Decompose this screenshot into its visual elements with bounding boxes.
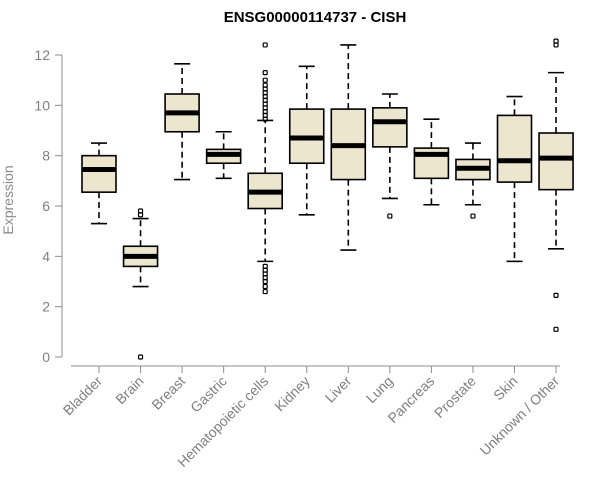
outlier-point [262, 283, 268, 290]
box-skin [496, 95, 533, 263]
box-hematopoietic-cells [247, 42, 283, 295]
box-iqr [496, 114, 533, 183]
x-tick-label: Brain [112, 373, 146, 407]
y-tick-label: 10 [34, 97, 50, 113]
x-tick-label: Bladder [60, 373, 106, 419]
outlier-point [262, 288, 268, 295]
y-tick-label: 6 [42, 198, 50, 214]
x-tick-label: Skin [490, 373, 521, 404]
y-tick-label: 12 [34, 47, 50, 63]
outlier-point [262, 70, 268, 76]
outlier-point [137, 208, 144, 214]
outlier-point [553, 326, 559, 332]
y-tick-label: 4 [42, 248, 50, 264]
box-gastric [205, 130, 242, 180]
box-breast [164, 63, 200, 181]
y-axis-label: Expression [0, 165, 16, 234]
x-tick-label: Lung [363, 373, 396, 406]
outlier-point [387, 213, 393, 219]
box-prostate [455, 142, 491, 219]
boxes-group [81, 38, 574, 360]
box-iqr [372, 107, 408, 148]
box-iqr [538, 132, 574, 191]
outlier-point [262, 82, 268, 88]
outlier-point [262, 77, 268, 83]
x-tick-label: Liver [322, 373, 355, 406]
y-axis-ticks: 0 2 4 6 8 10 12 [34, 47, 62, 365]
outlier-point [262, 42, 268, 48]
box-iqr [81, 154, 117, 193]
box-kidney [288, 65, 325, 216]
box-liver [330, 44, 367, 251]
chart-title: ENSG00000114737 - CISH [224, 9, 407, 26]
box-brain [122, 208, 159, 360]
outlier-point [137, 354, 144, 360]
x-tick-label: Prostate [431, 373, 479, 421]
outlier-point [262, 263, 268, 269]
x-tick-label: Unknown / Other [477, 373, 563, 459]
outlier-point [553, 292, 559, 298]
outlier-point [553, 38, 559, 44]
x-tick-label: Breast [148, 373, 188, 413]
y-tick-label: 8 [42, 148, 50, 164]
outlier-point [470, 213, 476, 219]
box-pancreas [413, 118, 450, 206]
box-bladder [81, 142, 117, 225]
y-tick-label: 0 [42, 349, 50, 365]
y-tick-label: 2 [42, 299, 50, 315]
box-lung [372, 93, 408, 219]
box-unknown-other [538, 38, 574, 332]
x-tick-label: Kidney [271, 373, 313, 415]
